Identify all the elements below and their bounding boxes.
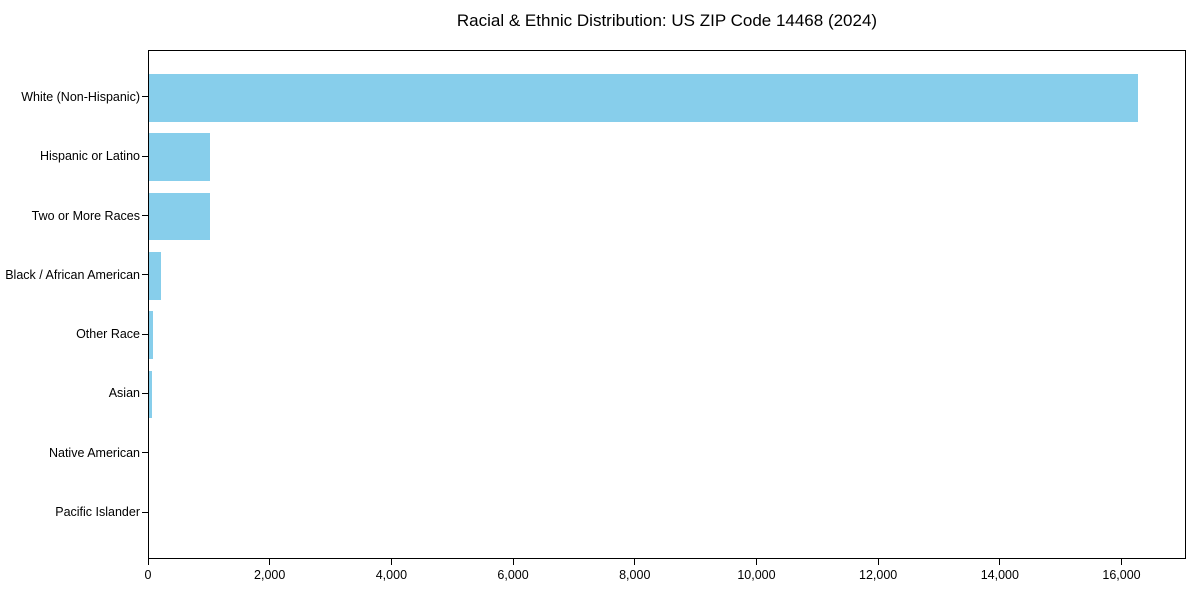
y-axis-tick xyxy=(142,215,148,216)
x-axis-tick-label: 2,000 xyxy=(254,568,286,582)
y-axis-label: Black / African American xyxy=(5,267,140,282)
y-axis-label: Asian xyxy=(108,386,140,401)
y-axis-tick xyxy=(142,96,148,98)
y-axis-label: Hispanic or Latino xyxy=(39,149,140,164)
plot-area xyxy=(148,50,1186,559)
y-axis-tick xyxy=(142,155,148,157)
x-axis-tick xyxy=(755,559,757,565)
y-axis-tick xyxy=(142,452,148,454)
x-axis-tick xyxy=(877,559,879,565)
x-axis-tick xyxy=(999,559,1001,565)
y-axis-tick xyxy=(142,511,148,513)
x-axis-tick-label: 16,000 xyxy=(1102,568,1141,582)
x-axis-tick xyxy=(1121,559,1122,565)
bar-hispanic-or-latino xyxy=(149,133,211,181)
y-axis-tick xyxy=(142,333,148,335)
x-axis-tick-label: 14,000 xyxy=(980,568,1019,582)
y-axis-tick xyxy=(142,392,148,394)
x-axis-tick xyxy=(634,559,636,565)
x-axis-tick xyxy=(147,559,149,565)
x-axis-tick-label: 0 xyxy=(144,568,152,582)
y-axis-label: White (Non-Hispanic) xyxy=(21,89,140,104)
bar-two-or-more-races xyxy=(149,192,210,241)
x-axis-tick xyxy=(390,559,392,565)
x-axis-tick-label: 6,000 xyxy=(497,568,529,582)
chart-title: Racial & Ethnic Distribution: US ZIP Cod… xyxy=(456,11,878,30)
y-axis-label: Two or More Races xyxy=(31,208,140,223)
bar-other-race xyxy=(149,311,153,359)
y-axis-label: Native American xyxy=(48,445,140,460)
y-axis-label: Other Race xyxy=(76,327,140,342)
y-axis-tick xyxy=(142,274,148,276)
x-axis-tick-label: 12,000 xyxy=(859,568,898,582)
x-axis-tick-label: 8,000 xyxy=(619,568,651,582)
bar-white-non-hispanic xyxy=(149,74,1138,122)
x-axis-tick-label: 4,000 xyxy=(375,568,408,582)
x-axis-tick xyxy=(269,559,271,565)
x-axis-tick xyxy=(512,559,514,565)
y-axis-label: Pacific Islander xyxy=(55,505,140,520)
bar-black-african-american xyxy=(149,252,162,300)
bar-asian xyxy=(149,370,153,419)
x-axis-tick-label: 10,000 xyxy=(737,568,776,582)
